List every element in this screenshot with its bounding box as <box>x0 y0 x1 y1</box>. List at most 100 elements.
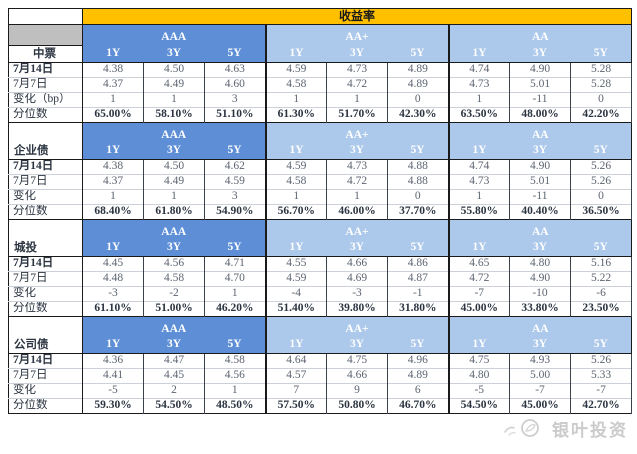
value-cell: 4.66 <box>326 255 388 271</box>
yield-table: 收益率 AAA AA+ AA 中票 1Y 3Y 5Y 1Y 3Y 5Y 1Y 3Y 5Y 7月14日 4.38… <box>8 8 633 414</box>
value-cell: 1 <box>82 91 144 107</box>
value-cell: 37.70% <box>387 203 450 219</box>
value-cell: 5.00 <box>509 367 571 383</box>
value-cell: 4.47 <box>143 352 205 368</box>
value-cell: 0 <box>387 91 450 107</box>
tenor-header: 1Y <box>448 336 510 354</box>
row-label: 7月14日 <box>8 255 83 271</box>
value-cell: 4.74 <box>448 158 510 174</box>
value-cell: 31.80% <box>387 300 450 316</box>
value-cell: 51.40% <box>265 300 327 316</box>
tenor-header: 3Y <box>143 45 205 63</box>
value-cell: 4.63 <box>204 61 267 77</box>
section-label: 城投 <box>8 239 83 257</box>
tenor-header: 1Y <box>448 239 510 257</box>
tenor-header: 5Y <box>570 45 632 63</box>
value-cell: 54.90% <box>204 203 267 219</box>
value-cell: -6 <box>569 285 633 301</box>
value-cell: 2 <box>143 382 205 398</box>
value-cell: 4.93 <box>509 352 571 368</box>
value-cell: 4.69 <box>326 270 388 286</box>
value-cell: 56.70% <box>265 203 327 219</box>
value-cell: -7 <box>569 382 633 398</box>
value-cell: 42.20% <box>569 106 633 122</box>
value-cell: 4.57 <box>265 367 327 383</box>
value-cell: 4.58 <box>143 270 205 286</box>
value-cell: 4.96 <box>387 352 450 368</box>
tenor-header: 1Y <box>265 336 327 354</box>
value-cell: 4.72 <box>326 76 388 92</box>
value-cell: 4.50 <box>143 158 205 174</box>
rating-header: AA+ <box>265 24 450 45</box>
value-cell: 46.20% <box>204 300 267 316</box>
value-cell: 4.89 <box>387 61 450 77</box>
tenor-header: 1Y <box>82 239 144 257</box>
value-cell: 55.80% <box>448 203 510 219</box>
value-cell: 0 <box>569 91 633 107</box>
value-cell: 5.26 <box>569 173 633 189</box>
value-cell: 1 <box>326 188 388 204</box>
value-cell: 4.48 <box>82 270 144 286</box>
value-cell: 4.73 <box>448 173 510 189</box>
rating-header: AA <box>448 315 632 337</box>
spacer-cell <box>8 24 83 46</box>
value-cell: 4.89 <box>387 367 450 383</box>
value-cell: 59.30% <box>82 397 144 413</box>
row-label: 分位数 <box>8 397 83 413</box>
value-cell: 4.87 <box>387 270 450 286</box>
value-cell: -10 <box>509 285 571 301</box>
tenor-header: 3Y <box>509 45 571 63</box>
value-cell: 3 <box>204 91 267 107</box>
tenor-header: 1Y <box>448 142 510 160</box>
value-cell: -2 <box>143 285 205 301</box>
value-cell: 45.00% <box>509 397 571 413</box>
tenor-header: 5Y <box>204 336 267 354</box>
value-cell: -3 <box>326 285 388 301</box>
value-cell: 4.90 <box>509 270 571 286</box>
value-cell: 4.70 <box>204 270 267 286</box>
value-cell: 4.59 <box>265 158 327 174</box>
value-cell: 4.75 <box>448 352 510 368</box>
value-cell: 4.74 <box>448 61 510 77</box>
value-cell: -11 <box>509 91 571 107</box>
tenor-header: 3Y <box>509 336 571 354</box>
value-cell: 4.36 <box>82 352 144 368</box>
value-cell: 5.33 <box>569 367 633 383</box>
value-cell: 58.10% <box>143 106 205 122</box>
corner-cell <box>8 8 83 25</box>
value-cell: 4.89 <box>387 76 450 92</box>
value-cell: 3 <box>204 188 267 204</box>
tenor-header: 3Y <box>326 142 388 160</box>
value-cell: 46.00% <box>326 203 388 219</box>
rating-header: AA <box>448 218 632 240</box>
tenor-header: 1Y <box>265 142 327 160</box>
tenor-header: 5Y <box>387 45 450 63</box>
value-cell: -3 <box>82 285 144 301</box>
value-cell: 0 <box>387 188 450 204</box>
value-cell: 54.50% <box>448 397 510 413</box>
value-cell: 4.50 <box>143 61 205 77</box>
table-title: 收益率 <box>81 8 633 25</box>
value-cell: 4.56 <box>143 255 205 271</box>
value-cell: 4.58 <box>265 76 327 92</box>
value-cell: 40.40% <box>509 203 571 219</box>
value-cell: -5 <box>82 382 144 398</box>
value-cell: 4.90 <box>509 158 571 174</box>
value-cell: 39.80% <box>326 300 388 316</box>
tenor-header: 5Y <box>204 142 267 160</box>
section-label: 中票 <box>8 45 83 63</box>
value-cell: 5.22 <box>569 270 633 286</box>
value-cell: 4.49 <box>143 76 205 92</box>
spacer-cell <box>8 315 83 337</box>
tenor-header: 1Y <box>265 239 327 257</box>
rating-header: AA <box>448 121 632 143</box>
value-cell: 4.71 <box>204 255 267 271</box>
tenor-header: 5Y <box>387 239 450 257</box>
row-label: 7月7日 <box>8 173 83 189</box>
value-cell: 4.88 <box>387 158 450 174</box>
value-cell: 61.10% <box>82 300 144 316</box>
rating-header: AA+ <box>265 218 450 240</box>
tenor-header: 5Y <box>204 45 267 63</box>
value-cell: 54.50% <box>143 397 205 413</box>
value-cell: 4.75 <box>326 352 388 368</box>
